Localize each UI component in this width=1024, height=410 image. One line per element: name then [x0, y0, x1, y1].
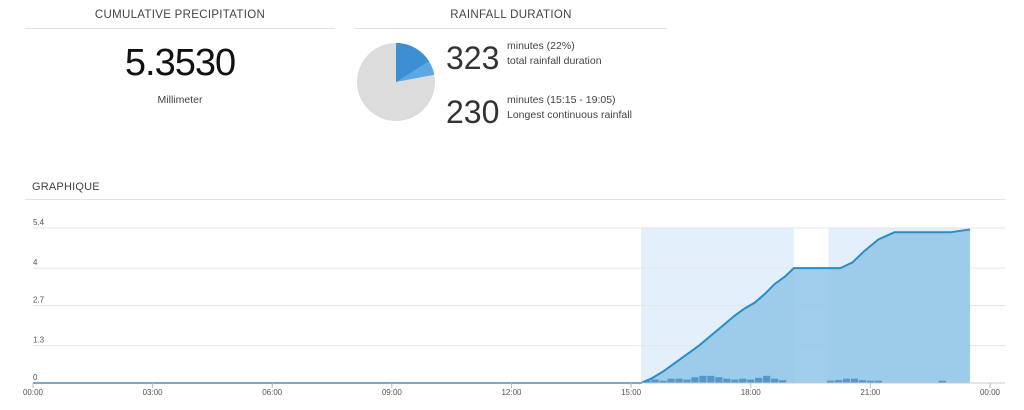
intensity-bar	[699, 375, 707, 383]
graph-section-title: GRAPHIQUE	[32, 181, 100, 193]
intensity-bar	[938, 380, 946, 383]
intensity-bar	[659, 380, 667, 383]
y-tick-label: 5.4	[33, 218, 45, 227]
divider	[355, 28, 667, 29]
cumulative-line	[33, 228, 971, 384]
intensity-bar	[874, 380, 882, 383]
rainfall-pie-chart	[357, 43, 435, 121]
intensity-bar	[723, 378, 731, 383]
intensity-bar	[779, 380, 787, 383]
intensity-bar	[643, 380, 651, 383]
y-tick-label: 1.3	[33, 336, 45, 345]
x-tick-label: 18:00	[741, 388, 762, 397]
total-minutes-caption: minutes (22%)	[507, 40, 575, 52]
intensity-bar	[763, 375, 771, 383]
rainfall-duration-title: RAINFALL DURATION	[450, 9, 572, 21]
intensity-bar	[834, 380, 843, 383]
intensity-bar	[826, 380, 835, 383]
longest-minutes-caption: minutes (15:15 - 19:05)	[507, 94, 616, 106]
intensity-bar	[866, 380, 874, 383]
intensity-bar	[707, 375, 715, 383]
cumulative-area-fill	[33, 229, 971, 383]
intensity-bar	[715, 377, 723, 383]
precipitation-chart: 0 1.3 2.7 4 5.4 00:00 03:00 06:00 09:00 12:00 15:0…	[23, 218, 1005, 397]
cumulative-value: 5.3530	[124, 42, 236, 84]
intensity-bar	[675, 378, 683, 383]
divider	[25, 28, 335, 29]
total-minutes-value: 323	[446, 40, 500, 76]
pie-slice-longest	[396, 43, 429, 82]
intensity-bar	[731, 379, 739, 383]
x-tick-label: 06:00	[262, 388, 283, 397]
intensity-bar	[858, 380, 866, 383]
intensity-bar	[755, 377, 763, 383]
cumulative-unit: Millimeter	[157, 94, 203, 106]
x-tick-label: 00:00	[23, 388, 44, 397]
longest-minutes-description: Longest continuous rainfall	[507, 109, 632, 121]
y-tick-label: 4	[33, 258, 38, 267]
intensity-bar	[651, 379, 659, 383]
x-tick-label: 21:00	[860, 388, 881, 397]
total-minutes-description: total rainfall duration	[507, 55, 602, 67]
intensity-bar	[691, 377, 699, 383]
intensity-bar	[667, 378, 675, 383]
divider	[25, 199, 1005, 200]
intensity-bar	[850, 378, 859, 383]
y-tick-label: 2.7	[33, 296, 45, 305]
cumulative-precipitation-title: CUMULATIVE PRECIPITATION	[94, 9, 266, 21]
x-tick-label: 03:00	[143, 388, 164, 397]
x-tick-label: 09:00	[382, 388, 403, 397]
longest-minutes-value: 230	[446, 94, 500, 130]
intensity-bar	[771, 378, 779, 383]
intensity-bar	[739, 378, 747, 383]
x-tick-label: 00:00	[980, 388, 1001, 397]
y-tick-label: 0	[33, 373, 38, 382]
intensity-bar	[747, 379, 755, 383]
x-tick-label: 12:00	[501, 388, 522, 397]
intensity-bar	[842, 378, 851, 383]
intensity-bar	[683, 379, 691, 383]
x-tick-label: 15:00	[621, 388, 642, 397]
